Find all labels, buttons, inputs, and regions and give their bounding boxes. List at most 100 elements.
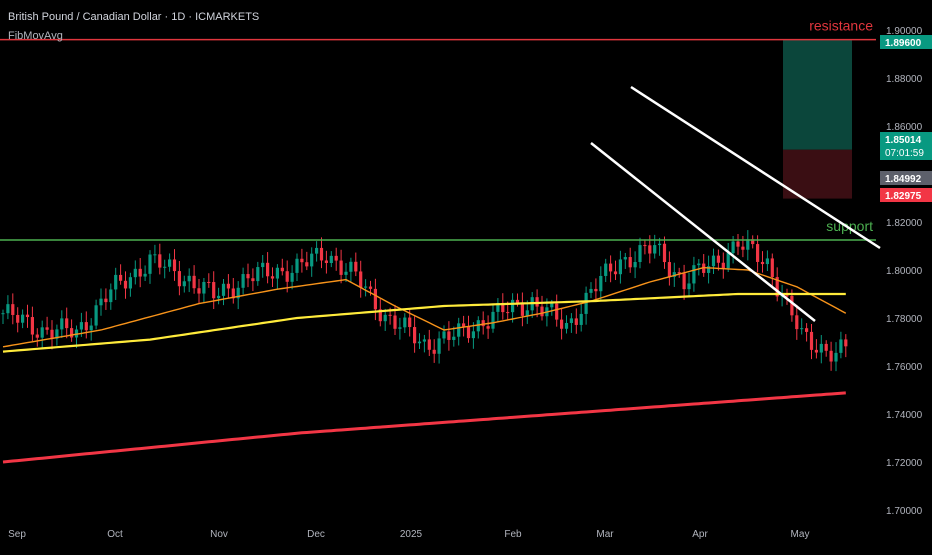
candle-body	[452, 336, 456, 340]
candle-body	[819, 343, 823, 353]
candle-body	[6, 304, 10, 314]
candle-body	[623, 257, 627, 260]
candle-body	[471, 331, 475, 339]
candle-body	[114, 274, 118, 290]
candle-body	[824, 343, 828, 351]
candle-body	[834, 352, 838, 362]
candle-body	[800, 328, 804, 330]
candle-body	[334, 255, 338, 261]
candle-body	[393, 315, 397, 329]
moving-average-red[interactable]	[2, 391, 846, 464]
candle-body	[770, 258, 774, 278]
candle-body	[168, 259, 172, 267]
channel-lower-line[interactable]	[590, 142, 816, 322]
candle-body	[511, 299, 515, 313]
candle-body	[564, 322, 569, 329]
support-label: support	[826, 218, 873, 234]
position-target-zone[interactable]	[783, 39, 852, 150]
y-tick-label: 1.78000	[886, 314, 923, 325]
candle-body	[339, 260, 343, 275]
candle-body	[711, 255, 716, 267]
candle-body	[226, 283, 230, 289]
candle-body	[25, 314, 30, 318]
candle-body	[359, 271, 363, 288]
candle-body	[427, 339, 431, 350]
candle-body	[295, 258, 299, 273]
moving-average-orange[interactable]	[2, 266, 847, 348]
candle-body	[760, 261, 765, 265]
candle-body	[21, 314, 25, 323]
candle-body	[319, 247, 324, 261]
candle-body	[305, 262, 309, 267]
candle-body	[280, 267, 284, 272]
candle-body	[153, 254, 157, 256]
price-marker-value: 1.89600	[885, 38, 922, 49]
candle-body	[844, 339, 848, 347]
candle-body	[535, 297, 539, 307]
candle-body	[643, 245, 647, 247]
x-tick-label: Dec	[307, 529, 325, 540]
position-stop-zone[interactable]	[783, 149, 852, 199]
candle-body	[79, 322, 83, 330]
candle-body	[697, 263, 701, 266]
candle-body	[94, 305, 98, 326]
candle-body	[594, 288, 598, 292]
candle-body	[574, 318, 578, 325]
candle-body	[55, 329, 59, 339]
channel-upper-line[interactable]	[630, 85, 881, 250]
price-marker-badge[interactable]	[880, 35, 932, 49]
candle-body	[241, 274, 245, 288]
resistance-label: resistance	[809, 18, 873, 34]
candle-body	[525, 310, 529, 316]
x-tick-label: Sep	[8, 529, 26, 540]
candle-body	[163, 266, 167, 268]
moving-average-yellow[interactable]	[2, 292, 846, 353]
candle-body	[707, 266, 711, 273]
candle-body	[604, 263, 608, 276]
candle-body	[716, 255, 720, 263]
candle-body	[11, 304, 15, 315]
candle-body	[50, 329, 54, 339]
price-marker-badge[interactable]	[880, 188, 932, 202]
y-tick-label: 1.88000	[886, 74, 923, 85]
candle-body	[790, 295, 794, 316]
candle-body	[109, 289, 113, 303]
y-tick-label: 1.90000	[886, 26, 923, 37]
candle-body	[364, 286, 368, 288]
x-tick-label: May	[791, 529, 810, 540]
candle-body	[89, 325, 93, 331]
candle-body	[457, 323, 461, 337]
price-marker-badge[interactable]	[880, 171, 932, 185]
price-marker-value: 1.85014	[885, 135, 922, 146]
candle-body	[310, 253, 314, 267]
indicator-label[interactable]: FibMovAvg	[8, 30, 63, 42]
candle-body	[251, 278, 255, 282]
candle-body	[119, 274, 123, 281]
candle-body	[628, 257, 632, 268]
candle-body	[349, 261, 353, 272]
candle-body	[432, 349, 436, 354]
candle-body	[403, 317, 407, 328]
candle-body	[104, 298, 108, 303]
candle-body	[785, 295, 789, 297]
candle-body	[324, 260, 328, 264]
symbol-title[interactable]: British Pound / Canadian Dollar · 1D · I…	[8, 11, 260, 23]
candle-body	[45, 327, 49, 330]
candle-body	[765, 258, 769, 265]
candle-body	[212, 282, 216, 299]
y-tick-label: 1.86000	[886, 122, 923, 133]
candle-body	[569, 318, 573, 323]
candle-body	[609, 263, 613, 272]
candle-body	[65, 318, 69, 329]
x-tick-label: 2025	[400, 529, 423, 540]
candle-body	[687, 283, 691, 290]
candle-body	[589, 288, 593, 293]
candle-body	[383, 314, 387, 322]
candle-body	[442, 331, 446, 339]
candle-body	[618, 259, 622, 275]
price-marker-badge[interactable]	[880, 132, 932, 160]
candle-body	[560, 319, 564, 329]
candle-body	[579, 313, 583, 325]
